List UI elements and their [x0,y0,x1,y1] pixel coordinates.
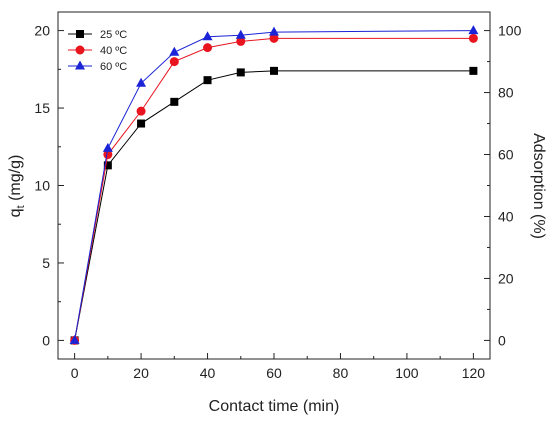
x-axis-title: Contact time (min) [209,398,340,415]
x-tick-label: 20 [133,365,149,381]
y-right-axis-ticks: 0 20 40 60 80 100 [484,23,522,348]
x-tick-label: 100 [395,365,419,381]
y-left-axis-title-unit: (mg/g) [7,155,24,206]
y-left-tick-label: 10 [34,178,50,194]
data-point [469,66,478,75]
data-point [236,68,245,77]
y-left-tick-label: 0 [42,332,50,348]
y-left-tick-label: 20 [34,23,50,39]
data-point [103,150,113,160]
legend-label: 25 ºC [100,29,127,41]
y-right-tick-label: 60 [498,147,514,163]
y-right-tick-label: 20 [498,270,514,286]
legend-item: 60 ºC [68,60,127,73]
data-point [169,57,179,67]
x-tick-label: 40 [200,365,216,381]
legend-label: 60 ºC [100,61,127,73]
y-right-tick-label: 80 [498,85,514,101]
series-60C [69,25,479,344]
legend-marker [75,45,85,55]
data-point [269,33,279,43]
data-point [236,36,246,46]
y-left-axis-title: qt (mg/g) [7,155,27,218]
x-tick-label: 0 [71,365,79,381]
y-left-tick-label: 5 [42,255,50,271]
data-point [102,142,113,152]
y-left-tick-label: 15 [34,100,50,116]
y-left-axis-title-subscript: t [15,205,27,208]
y-right-axis-title: Adsorption (%) [530,133,547,239]
data-point [103,161,112,170]
series-40C [70,33,478,345]
legend-label: 40 ºC [100,45,127,57]
legend-item: 25 ºC [68,29,127,41]
data-point [137,119,146,128]
series-line [74,37,474,341]
series-25C [70,66,478,345]
data-point [203,76,212,85]
legend: 25 ºC 40 ºC 60 ºC [68,29,127,73]
legend-item: 40 ºC [68,45,127,57]
series-layer [69,25,479,345]
data-point [468,25,479,35]
data-point [202,31,213,41]
y-left-axis-ticks: 0 5 10 15 20 [34,23,64,348]
y-right-tick-label: 100 [498,23,522,39]
legend-marker [75,60,85,70]
y-right-tick-label: 40 [498,208,514,224]
data-point [69,334,80,344]
x-axis-ticks: 0 20 40 60 80 100 120 [71,353,486,381]
data-point [136,77,147,87]
data-point [136,106,146,116]
y-right-tick-label: 0 [498,332,506,348]
data-point [270,66,278,75]
y-left-axis-title-main: q [7,208,24,217]
data-point [203,43,213,53]
x-tick-label: 60 [266,365,282,381]
data-point [468,33,478,43]
data-point [169,46,180,56]
x-tick-label: 80 [333,365,349,381]
series-line [74,30,474,341]
series-line [74,70,474,341]
data-point [170,97,179,106]
data-point [235,29,246,39]
legend-marker [76,30,84,38]
data-point [269,26,279,36]
x-tick-label: 120 [462,365,486,381]
